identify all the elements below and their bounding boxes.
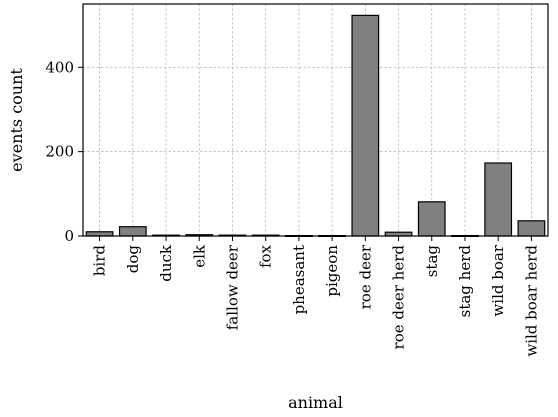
- x-tick-label: elk: [190, 244, 208, 268]
- x-tick-label: wild boar: [489, 244, 507, 316]
- x-tick-label: duck: [157, 244, 175, 282]
- y-tick-label: 200: [45, 143, 74, 161]
- x-tick-label: dog: [124, 245, 142, 274]
- x-tick-label: wild boar herd: [522, 245, 540, 357]
- bar-stag: [417, 201, 446, 237]
- bar-bird: [85, 231, 114, 237]
- x-tick-label: fox: [257, 244, 275, 268]
- bar-wild-boar-herd: [517, 220, 546, 237]
- bar-dog: [118, 226, 147, 237]
- x-tick-label: fallow deer: [223, 244, 241, 330]
- bar-wild-boar: [484, 162, 513, 237]
- bar-roe-deer: [351, 14, 380, 237]
- y-tick-label: 0: [64, 227, 74, 245]
- x-tick-label: stag herd: [456, 245, 474, 318]
- x-tick-label: pheasant: [290, 245, 308, 314]
- x-axis-ticks: bird dog duck elk fallow deer fox pheasant pige…: [91, 236, 540, 357]
- x-tick-label: stag: [423, 245, 441, 278]
- y-tick-label: 400: [45, 58, 74, 76]
- y-axis-ticks: 0 200 400: [45, 58, 83, 245]
- y-axis-title: events count: [7, 68, 26, 172]
- x-tick-label: bird: [91, 245, 109, 277]
- x-tick-label: roe deer herd: [390, 245, 408, 350]
- x-axis-title: animal: [288, 393, 343, 412]
- grid: [83, 4, 548, 237]
- bars: [85, 14, 546, 237]
- x-tick-label: roe deer: [356, 244, 374, 309]
- plot-frame: [82, 3, 549, 237]
- x-tick-label: pigeon: [323, 245, 341, 297]
